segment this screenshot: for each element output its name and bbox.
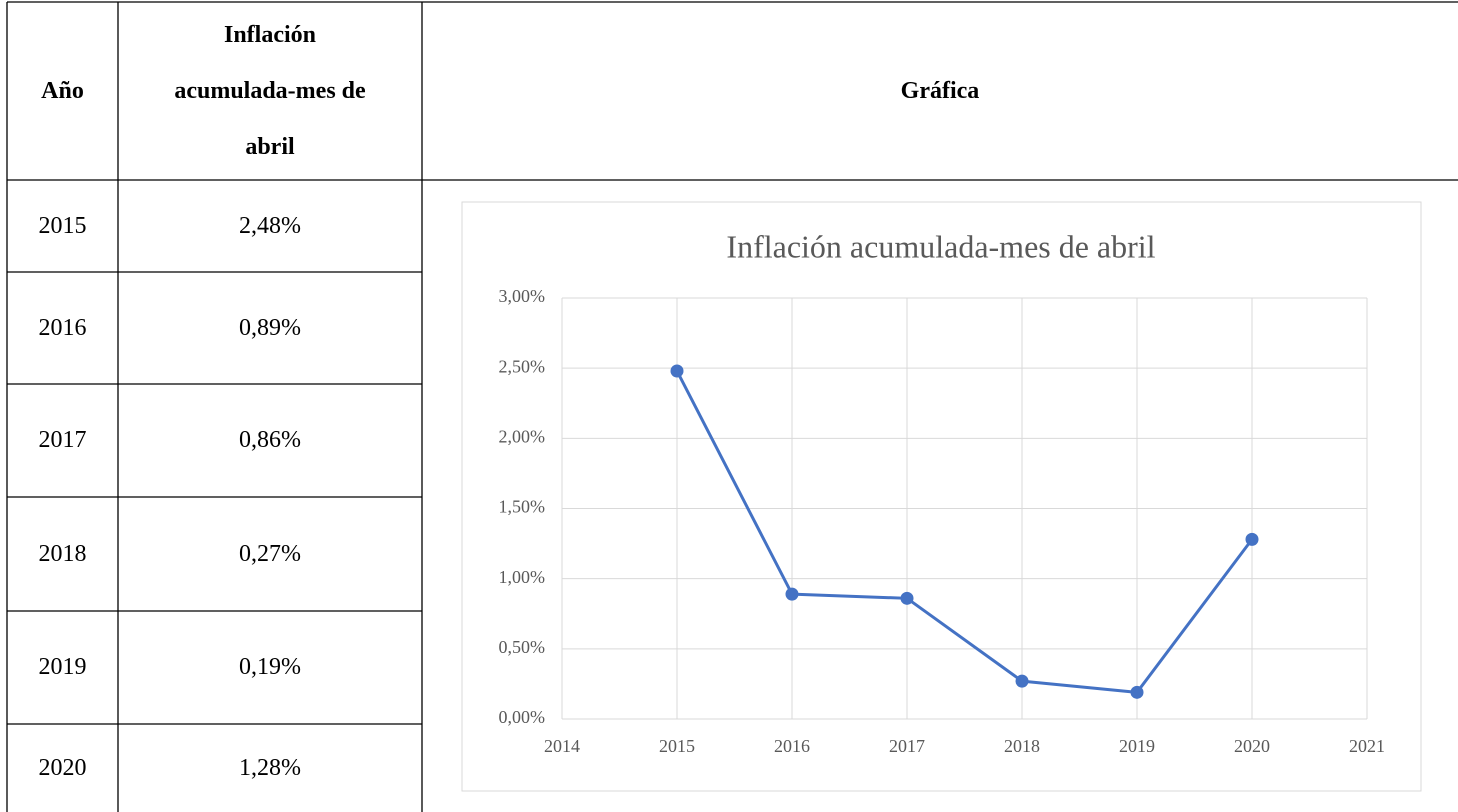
line [675,370,1254,694]
chart-frame [461,201,1422,792]
y-tick-label: 2,00% [499,426,546,446]
value-cell: 1,28% [239,754,301,781]
y-tick-label: 2,50% [499,356,546,376]
year-cell: 2016 [38,314,87,341]
x-tick-label: 2014 [544,736,580,756]
year-cell: 2019 [38,654,87,680]
header-cell: Gráfica [900,78,980,104]
header-cell: Inflación acumulada-mes de abril [118,2,422,180]
marker [900,591,914,605]
x-tick-label: 2015 [659,736,695,756]
x-tick-label: 2017 [889,736,925,756]
x-tick-label: 2021 [1349,736,1385,756]
marker [1130,685,1144,699]
x-tick-label: 2020 [1234,736,1270,756]
header-text: Inflación acumulada-mes de abril [174,22,366,160]
year-cell: 2018 [38,540,87,567]
value-cell: 2,48% [239,212,301,239]
marker [1245,532,1259,546]
year-cell: 2015 [38,212,87,239]
marker [1015,674,1029,688]
value-cell: 0,19% [239,654,301,680]
value-cell: 0,86% [239,427,301,453]
y-tick-label: 0,50% [499,637,546,657]
marker [670,364,684,378]
y-tick-label: 3,00% [499,286,546,306]
year-cell: 2017 [38,427,87,453]
y-tick-label: 1,50% [499,497,546,517]
x-tick-label: 2018 [1004,736,1040,756]
x-tick-label: 2019 [1119,736,1155,756]
year-cell: 2020 [38,754,87,781]
x-tick-label: 2016 [774,736,810,756]
y-tick-label: 1,00% [499,567,546,587]
value-cell: 0,27% [239,540,301,567]
y-tick-label: 0,00% [499,707,546,727]
header-cell: Año [41,78,84,104]
marker [785,587,799,601]
table-borders [6,1,1458,812]
chart-title: Inflación acumulada-mes de abril [726,228,1155,264]
value-cell: 0,89% [239,314,301,341]
